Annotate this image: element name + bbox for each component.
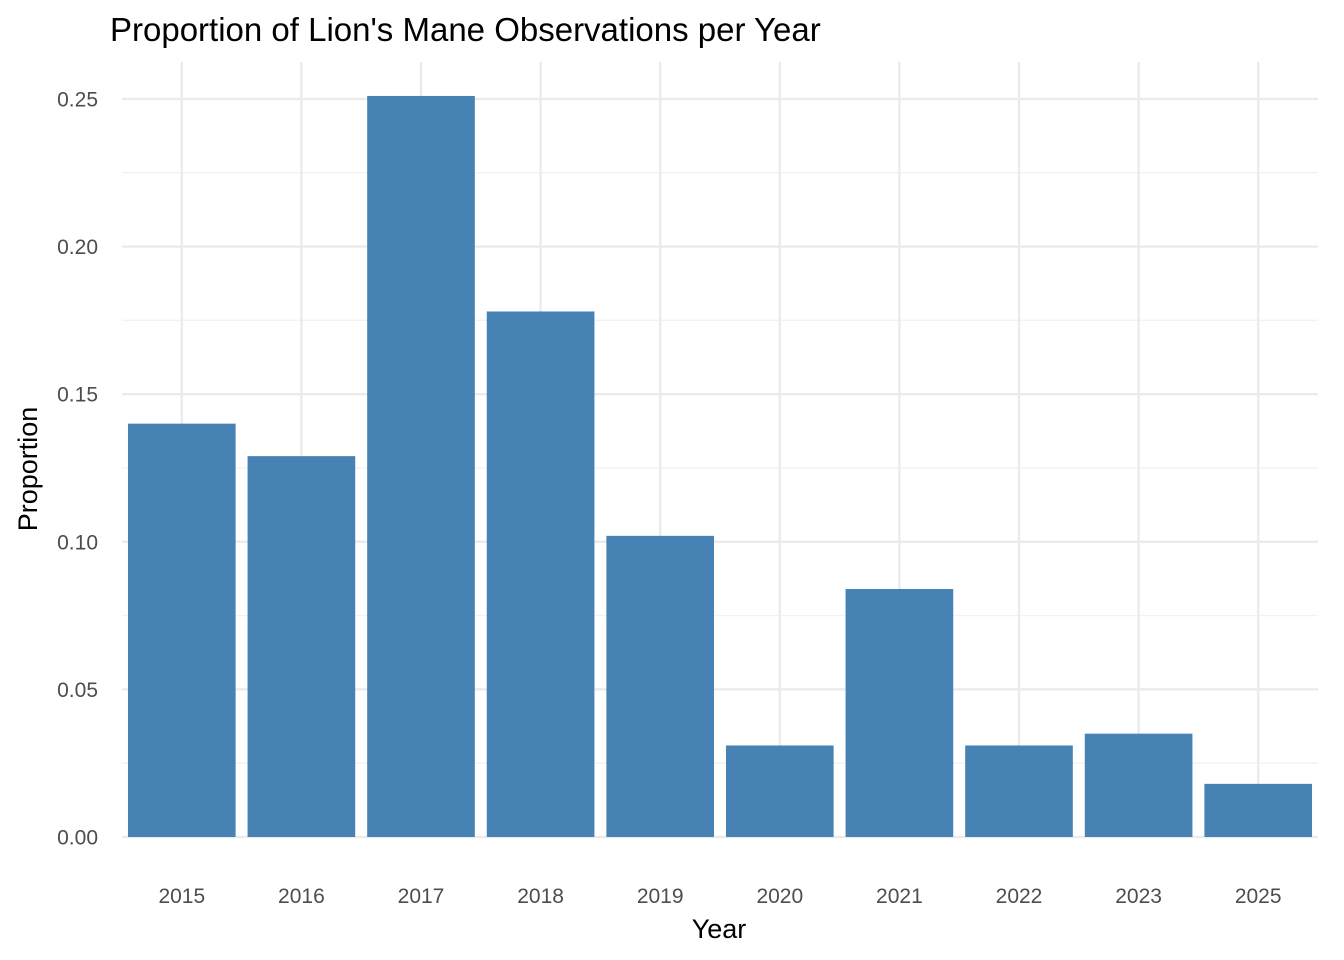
- x-tick-label: 2018: [517, 885, 564, 908]
- x-tick-label: 2025: [1235, 885, 1282, 908]
- x-axis-title: Year: [692, 914, 747, 944]
- x-tick-label: 2022: [996, 885, 1043, 908]
- x-tick-label: 2017: [398, 885, 445, 908]
- chart-title: Proportion of Lion's Mane Observations p…: [110, 11, 821, 48]
- y-tick-label: 0.25: [57, 88, 98, 111]
- x-tick-label: 2020: [756, 885, 803, 908]
- bar-2023: [1084, 733, 1193, 837]
- bar-2015: [127, 423, 236, 837]
- bar-2020: [725, 745, 834, 837]
- x-tick-label: 2015: [158, 885, 205, 908]
- bar-2021: [845, 589, 954, 837]
- bars: [127, 95, 1313, 837]
- y-axis-title: Proportion: [13, 407, 43, 532]
- x-tick-label: 2016: [278, 885, 325, 908]
- y-tick-label: 0.05: [57, 679, 98, 702]
- bar-2017: [367, 95, 475, 837]
- y-tick-label: 0.00: [57, 827, 98, 850]
- bar-2018: [486, 311, 595, 837]
- bar-2016: [247, 456, 356, 837]
- x-axis-ticks: 2015 2016 2017 2018 2019 2020 2021 2022 2023 2025: [158, 885, 1281, 908]
- y-tick-label: 0.15: [57, 384, 98, 407]
- x-tick-label: 2019: [637, 885, 684, 908]
- y-tick-label: 0.10: [57, 531, 98, 554]
- x-tick-label: 2021: [876, 885, 923, 908]
- y-tick-label: 0.20: [57, 236, 98, 259]
- bar-2022: [965, 745, 1073, 837]
- bar-2019: [606, 535, 715, 837]
- x-tick-label: 2023: [1115, 885, 1162, 908]
- bar-2025: [1204, 783, 1313, 837]
- y-axis-ticks: 0.00 0.05 0.10 0.15 0.20 0.25: [57, 88, 98, 849]
